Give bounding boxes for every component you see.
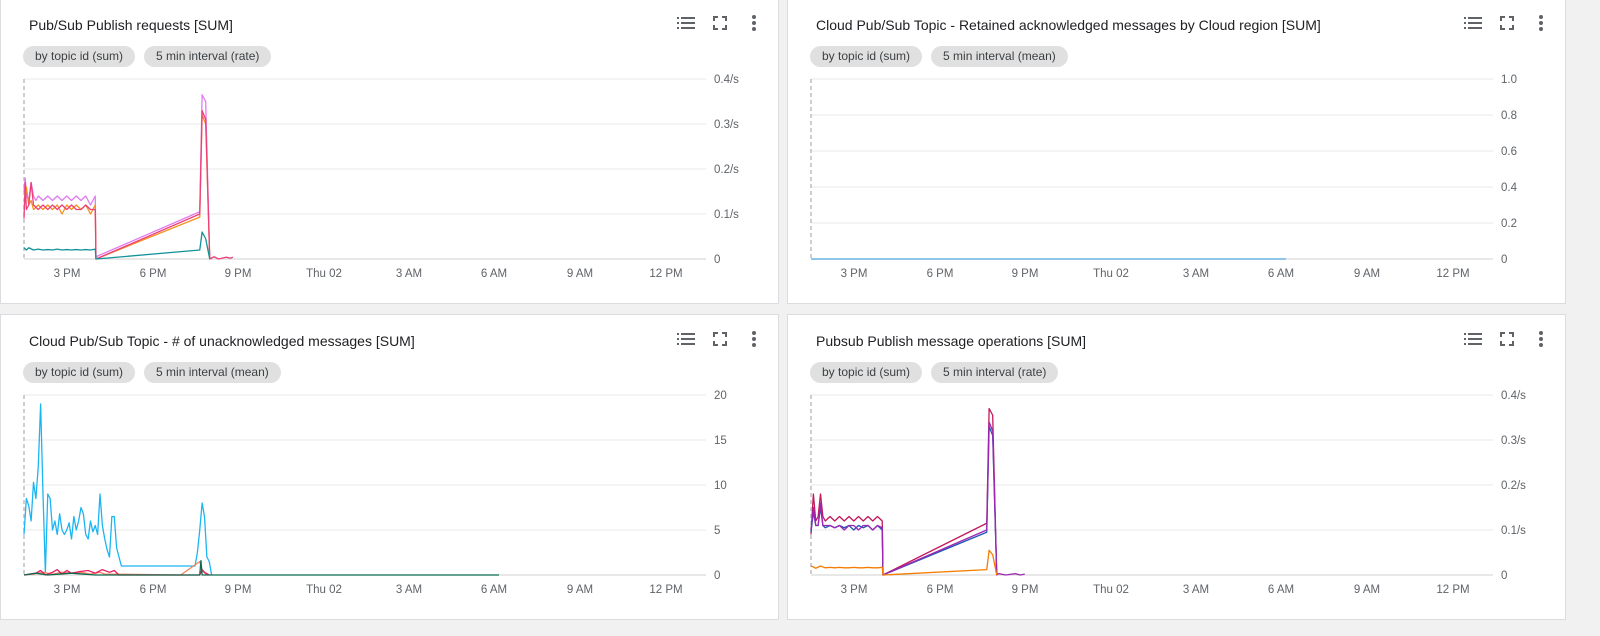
svg-text:9 AM: 9 AM [567,268,593,280]
svg-text:9 AM: 9 AM [567,584,593,596]
svg-text:10: 10 [714,480,727,492]
svg-text:9 PM: 9 PM [225,584,252,596]
svg-text:6 AM: 6 AM [481,584,507,596]
line-chart[interactable]: 0 0.1/s 0.2/s 0.3/s 0.4/s 3 PM 6 PM 9 PM Thu 02 3… [788,315,1567,621]
panel-title: Cloud Pub/Sub Topic - # of unacknowledge… [29,333,415,349]
aggregation-chip[interactable]: 5 min interval (mean) [931,46,1068,67]
panel-title: Pubsub Publish message operations [SUM] [816,333,1087,349]
panel-chips: by topic id (sum) 5 min interval (rate) [810,362,1059,383]
svg-text:3 AM: 3 AM [1183,584,1209,596]
svg-text:0.2/s: 0.2/s [714,164,739,176]
group-by-chip[interactable]: by topic id (sum) [810,362,923,383]
group-by-chip[interactable]: by topic id (sum) [23,46,136,67]
svg-text:0: 0 [714,254,720,266]
svg-text:3 PM: 3 PM [54,584,81,596]
legend-list-icon[interactable] [1463,13,1483,33]
svg-text:6 AM: 6 AM [1268,268,1294,280]
chart-panel-publish-operations: Pubsub Publish message operations [SUM] … [787,314,1566,620]
fullscreen-icon[interactable] [1497,13,1517,33]
legend-list-icon[interactable] [676,13,696,33]
svg-text:20: 20 [714,390,727,402]
legend-list-icon[interactable] [676,329,696,349]
svg-text:3 PM: 3 PM [54,268,81,280]
svg-text:5: 5 [714,525,720,537]
svg-text:6 AM: 6 AM [1268,584,1294,596]
chart-panel-unacked-messages: Cloud Pub/Sub Topic - # of unacknowledge… [0,314,779,620]
panel-title: Cloud Pub/Sub Topic - Retained acknowled… [816,17,1321,33]
more-vert-icon[interactable] [1531,329,1551,349]
svg-text:0: 0 [1501,254,1507,266]
svg-text:0.4: 0.4 [1501,182,1518,194]
svg-text:0: 0 [1501,570,1507,582]
svg-text:0.2: 0.2 [1501,218,1517,230]
legend-list-icon[interactable] [1463,329,1483,349]
chart-panel-retained-acked: Cloud Pub/Sub Topic - Retained acknowled… [787,0,1566,304]
svg-text:12 PM: 12 PM [1436,584,1469,596]
svg-text:0.1/s: 0.1/s [714,209,739,221]
svg-text:3 AM: 3 AM [1183,268,1209,280]
panel-chips: by topic id (sum) 5 min interval (mean) [810,46,1068,67]
panel-chips: by topic id (sum) 5 min interval (mean) [23,362,281,383]
svg-text:6 PM: 6 PM [927,584,954,596]
panel-title: Pub/Sub Publish requests [SUM] [29,17,233,33]
svg-text:0: 0 [714,570,720,582]
svg-text:3 PM: 3 PM [841,268,868,280]
svg-text:6 PM: 6 PM [927,268,954,280]
svg-text:9 PM: 9 PM [225,268,252,280]
fullscreen-icon[interactable] [710,329,730,349]
svg-text:Thu 02: Thu 02 [306,268,342,280]
svg-text:0.3/s: 0.3/s [714,119,739,131]
fullscreen-icon[interactable] [1497,329,1517,349]
svg-text:3 PM: 3 PM [841,584,868,596]
svg-text:9 PM: 9 PM [1012,584,1039,596]
svg-text:9 PM: 9 PM [1012,268,1039,280]
svg-text:12 PM: 12 PM [1436,268,1469,280]
svg-text:6 AM: 6 AM [481,268,507,280]
svg-text:6 PM: 6 PM [140,268,167,280]
svg-text:0.4/s: 0.4/s [1501,390,1526,402]
group-by-chip[interactable]: by topic id (sum) [810,46,923,67]
line-chart[interactable]: 0 0.1/s 0.2/s 0.3/s 0.4/s 3 PM 6 PM 9 PM Thu 02 3… [1,0,780,305]
panel-toolbar [1463,329,1551,349]
more-vert-icon[interactable] [744,13,764,33]
svg-text:3 AM: 3 AM [396,584,422,596]
group-by-chip[interactable]: by topic id (sum) [23,362,136,383]
panel-toolbar [1463,13,1551,33]
svg-text:1.0: 1.0 [1501,74,1517,86]
svg-text:0.8: 0.8 [1501,110,1517,122]
svg-text:0.1/s: 0.1/s [1501,525,1526,537]
aggregation-chip[interactable]: 5 min interval (rate) [931,362,1059,383]
svg-text:Thu 02: Thu 02 [306,584,342,596]
panel-toolbar [676,13,764,33]
panel-toolbar [676,329,764,349]
svg-text:0.3/s: 0.3/s [1501,435,1526,447]
fullscreen-icon[interactable] [710,13,730,33]
svg-text:0.2/s: 0.2/s [1501,480,1526,492]
svg-text:12 PM: 12 PM [649,584,682,596]
aggregation-chip[interactable]: 5 min interval (mean) [144,362,281,383]
line-chart[interactable]: 0 0.2 0.4 0.6 0.8 1.0 3 PM 6 PM 9 PM Thu 02 3 AM 6 … [788,0,1567,305]
more-vert-icon[interactable] [1531,13,1551,33]
panel-chips: by topic id (sum) 5 min interval (rate) [23,46,272,67]
line-chart[interactable]: 0 5 10 15 20 3 PM 6 PM 9 PM Thu 02 3 AM 6 AM 9 AM 12… [1,315,780,621]
svg-text:9 AM: 9 AM [1354,584,1380,596]
svg-text:9 AM: 9 AM [1354,268,1380,280]
aggregation-chip[interactable]: 5 min interval (rate) [144,46,272,67]
svg-text:15: 15 [714,435,727,447]
svg-text:12 PM: 12 PM [649,268,682,280]
svg-text:0.4/s: 0.4/s [714,74,739,86]
svg-text:3 AM: 3 AM [396,268,422,280]
more-vert-icon[interactable] [744,329,764,349]
svg-text:Thu 02: Thu 02 [1093,584,1129,596]
svg-text:6 PM: 6 PM [140,584,167,596]
svg-text:Thu 02: Thu 02 [1093,268,1129,280]
chart-panel-publish-requests: Pub/Sub Publish requests [SUM] by topic … [0,0,779,304]
svg-text:0.6: 0.6 [1501,146,1517,158]
